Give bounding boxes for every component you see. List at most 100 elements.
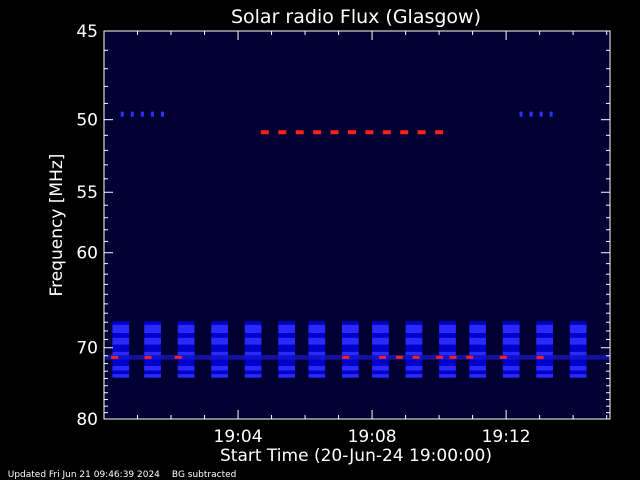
- burst-block: [278, 337, 296, 345]
- burst-block: [244, 324, 262, 334]
- burst-block: [341, 374, 359, 378]
- burst-block: [536, 337, 554, 345]
- burst-block: [144, 370, 161, 375]
- burst-block: [112, 337, 130, 345]
- burst-block: [372, 365, 389, 371]
- burst-block: [112, 374, 130, 378]
- burst-block: [308, 333, 326, 338]
- burst-block: [372, 361, 389, 366]
- burst-block: [278, 365, 296, 371]
- burst-block: [439, 361, 456, 366]
- burst-block: [308, 365, 326, 371]
- burst-block: [469, 321, 487, 325]
- red-dash: [365, 130, 374, 135]
- burst-block: [244, 370, 262, 375]
- burst-block: [502, 333, 520, 338]
- faint-dash: [549, 111, 553, 117]
- burst-block: [177, 321, 195, 325]
- burst-block: [405, 321, 423, 325]
- red-dash: [330, 130, 339, 135]
- burst-block: [469, 361, 487, 366]
- burst-block: [469, 351, 487, 356]
- burst-block: [112, 365, 130, 371]
- burst-block: [341, 337, 359, 345]
- burst-block: [244, 374, 262, 378]
- burst-block: [502, 324, 520, 334]
- burst-block: [211, 324, 228, 334]
- burst-block: [502, 321, 520, 325]
- burst-block: [502, 361, 520, 366]
- plot-frame: [103, 30, 611, 420]
- burst-block: [177, 324, 195, 334]
- burst-block: [372, 344, 389, 352]
- burst-block: [112, 344, 130, 352]
- burst-block: [308, 370, 326, 375]
- burst-block: [278, 370, 296, 375]
- faint-dash: [130, 111, 134, 117]
- burst-block: [244, 361, 262, 366]
- burst-block: [177, 361, 195, 366]
- red-dash: [435, 130, 444, 135]
- burst-block: [177, 365, 195, 371]
- burst-block: [341, 333, 359, 338]
- burst-block: [112, 370, 130, 375]
- burst-block: [144, 344, 161, 352]
- burst-block: [278, 361, 296, 366]
- y-tick-label: 50: [76, 111, 98, 131]
- burst-block: [536, 361, 554, 366]
- burst-block: [341, 324, 359, 334]
- spectrogram-marks: [104, 111, 610, 378]
- burst-block: [144, 333, 161, 338]
- burst-block: [211, 365, 228, 371]
- burst-block: [439, 321, 456, 325]
- y-tick-label: 70: [76, 339, 98, 359]
- red-mark: [412, 355, 420, 359]
- burst-block: [372, 374, 389, 378]
- burst-block: [341, 351, 359, 356]
- burst-block: [469, 337, 487, 345]
- red-mark: [449, 355, 457, 359]
- red-dash: [260, 130, 269, 135]
- burst-block: [278, 321, 296, 325]
- red-mark: [536, 355, 544, 359]
- burst-block: [341, 370, 359, 375]
- red-mark: [499, 355, 507, 359]
- x-axis-label: Start Time (20-Jun-24 19:00:00): [220, 446, 492, 466]
- burst-block: [536, 321, 554, 325]
- burst-block: [211, 351, 228, 356]
- burst-block: [439, 370, 456, 375]
- burst-block: [211, 361, 228, 366]
- y-tick-label: 80: [76, 410, 98, 430]
- faint-dash: [160, 111, 164, 117]
- burst-block: [177, 374, 195, 378]
- burst-block: [244, 337, 262, 345]
- burst-block: [439, 333, 456, 338]
- red-mark: [466, 355, 474, 359]
- burst-block: [244, 365, 262, 371]
- burst-block: [341, 344, 359, 352]
- burst-block: [405, 351, 423, 356]
- burst-block: [308, 321, 326, 325]
- burst-block: [177, 370, 195, 375]
- burst-block: [211, 374, 228, 378]
- burst-block: [372, 337, 389, 345]
- burst-block: [112, 361, 130, 366]
- burst-block: [569, 365, 587, 371]
- burst-block: [211, 337, 228, 345]
- burst-block: [439, 324, 456, 334]
- burst-block: [536, 370, 554, 375]
- burst-block: [569, 321, 587, 325]
- updated-timestamp: Updated Fri Jun 21 09:46:39 2024: [7, 470, 160, 480]
- bg-note: BG subtracted: [171, 470, 237, 480]
- burst-block: [502, 374, 520, 378]
- burst-block: [278, 351, 296, 356]
- red-dash: [400, 130, 409, 135]
- chart-title: Solar radio Flux (Glasgow): [231, 6, 481, 28]
- y-tick-label: 60: [76, 244, 98, 264]
- continuum-band: [104, 354, 610, 360]
- burst-block: [211, 333, 228, 338]
- burst-block: [244, 344, 262, 352]
- burst-block: [536, 333, 554, 338]
- burst-block: [244, 321, 262, 325]
- burst-block: [144, 361, 161, 366]
